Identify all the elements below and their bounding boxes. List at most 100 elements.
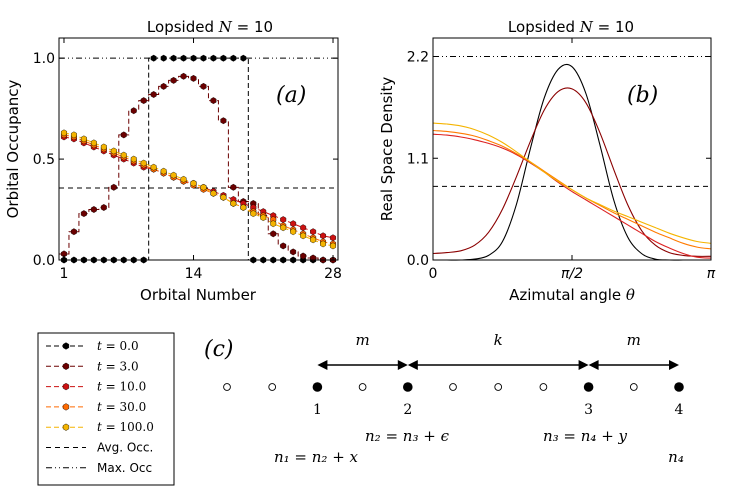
panel-b-label: (b) — [627, 83, 658, 108]
legend-label: Max. Occ — [97, 461, 152, 475]
panel-a-xtick-label: 14 — [185, 266, 203, 282]
panel-a-point — [170, 171, 177, 179]
panel-b-ylabel: Real Space Density — [378, 77, 396, 222]
legend-label: t = 3.0 — [97, 359, 139, 373]
site-filled — [583, 382, 594, 392]
arrow-head-right — [578, 360, 589, 370]
panel-b-series-line-0 — [433, 63, 711, 261]
legend-label: t = 0.0 — [97, 339, 139, 353]
site-number: 4 — [675, 402, 684, 418]
arrow-head-left — [407, 360, 418, 370]
panel-a-point — [230, 183, 237, 191]
legend-entry: t = 100.0 — [46, 420, 154, 434]
panel-a-point — [170, 76, 177, 84]
site-filled — [674, 382, 684, 392]
panel-a-point — [280, 242, 287, 250]
panel-a-point — [100, 143, 107, 151]
panel-a-point — [150, 91, 157, 98]
panel-a-series-line-2 — [63, 136, 334, 239]
legend-entry: Avg. Occ. — [46, 441, 153, 455]
panel-a-point — [80, 135, 87, 143]
panel-a-point — [280, 216, 287, 224]
panel-a-point — [61, 129, 68, 137]
panel-a-chart: Lopsided N = 10 1 14 28 0.0 0.5 1.0 (a) Orbit… — [4, 18, 342, 304]
legend: t = 0.0 t = 3.0 t = 10.0 t = 30.0 t = 100.0 A… — [37, 332, 175, 486]
panel-c-diagram: (c) m k m 1 2 3 4 n₁ = n₂ + x n₂ = n₃ + ϵ n₃ … — [204, 331, 684, 466]
panel-a-ytick-label: 1.0 — [33, 51, 55, 67]
panel-a-point — [130, 107, 137, 115]
panel-a-point — [190, 74, 197, 82]
panel-a-point — [330, 234, 336, 242]
panel-b-ytick-label: 1.1 — [407, 151, 429, 167]
panel-a-series-line-1 — [59, 75, 338, 261]
panel-a-title: Lopsided N = 10 — [147, 18, 273, 36]
panel-b-series-line-2 — [432, 133, 712, 259]
arrow-label: m — [355, 331, 369, 349]
panel-a-xtick-label: 28 — [324, 266, 342, 282]
legend-label: t = 30.0 — [97, 400, 146, 414]
legend-label: t = 100.0 — [97, 420, 154, 434]
panel-a-series-line-3 — [63, 134, 334, 245]
legend-label: Avg. Occ. — [97, 441, 153, 455]
panel-a-point — [330, 242, 336, 250]
panel-b-xlabel: Azimutal angle θ — [509, 286, 635, 304]
panel-a-point — [200, 54, 207, 62]
panel-a-xlabel: Orbital Number — [140, 286, 257, 304]
panel-a-series-line-4 — [63, 132, 334, 247]
panel-a-point — [320, 240, 326, 248]
panel-a-point — [90, 206, 97, 213]
panel-a-point — [110, 147, 117, 155]
panel-b-ytick-label: 2.2 — [407, 50, 429, 66]
panel-a-point — [110, 183, 117, 191]
panel-a-ytick-label: 0.5 — [33, 152, 55, 168]
site-empty — [358, 383, 367, 391]
panel-a-point — [300, 224, 307, 232]
panel-a-point — [240, 204, 247, 211]
site-filled — [312, 382, 323, 392]
panel-b-xtick-label: π/2 — [561, 266, 583, 282]
panel-b-ytick-label: 0.0 — [407, 253, 429, 269]
legend-entry: Max. Occ — [46, 461, 152, 475]
panel-a-point — [140, 159, 147, 167]
panel-a-point — [220, 193, 227, 201]
legend-swatch-marker — [62, 403, 70, 411]
site-empty — [494, 383, 503, 391]
panel-a-point — [300, 232, 307, 240]
arrow-head-right — [397, 360, 408, 370]
panel-a-point — [160, 54, 167, 62]
panel-a-point — [190, 54, 197, 62]
panel-a-point — [320, 232, 326, 240]
panel-b-xtick-label: π — [707, 266, 716, 282]
arrow-head-right — [669, 360, 679, 370]
equation-n4: n₄ — [668, 448, 684, 466]
panel-b-chart: Lopsided N = 10 0 π/2 π 0.0 1.1 2.2 (b) Azimu… — [378, 18, 716, 304]
panel-a-point — [170, 54, 177, 62]
panel-a-point — [230, 54, 237, 62]
panel-a-point — [240, 54, 247, 62]
legend-label: t = 10.0 — [97, 380, 146, 394]
panel-a-point — [220, 117, 227, 125]
legend-swatch-marker — [62, 382, 70, 391]
panel-a-point — [100, 204, 107, 211]
panel-b-xtick-label: 0 — [429, 266, 438, 282]
legend-entry: t = 0.0 — [46, 339, 139, 353]
site-empty — [268, 383, 277, 391]
panel-a-point — [120, 131, 127, 139]
legend-swatch-marker — [62, 362, 70, 370]
panel-a-ylabel: Orbital Occupancy — [4, 79, 22, 218]
site-empty — [449, 383, 457, 391]
legend-entry: t = 3.0 — [46, 359, 139, 373]
panel-a-point — [190, 179, 197, 187]
panel-a-label: (a) — [276, 83, 306, 108]
panel-a-point — [160, 167, 167, 175]
panel-a-point — [180, 54, 187, 62]
panel-a-point — [230, 200, 237, 207]
legend-entry: t = 10.0 — [46, 380, 146, 394]
legend-frame — [37, 332, 175, 486]
panel-c-label: (c) — [204, 337, 234, 362]
panel-a-point — [180, 72, 187, 80]
site-number: 2 — [403, 402, 412, 418]
arrow-label: k — [494, 331, 503, 349]
site-empty — [223, 383, 231, 391]
